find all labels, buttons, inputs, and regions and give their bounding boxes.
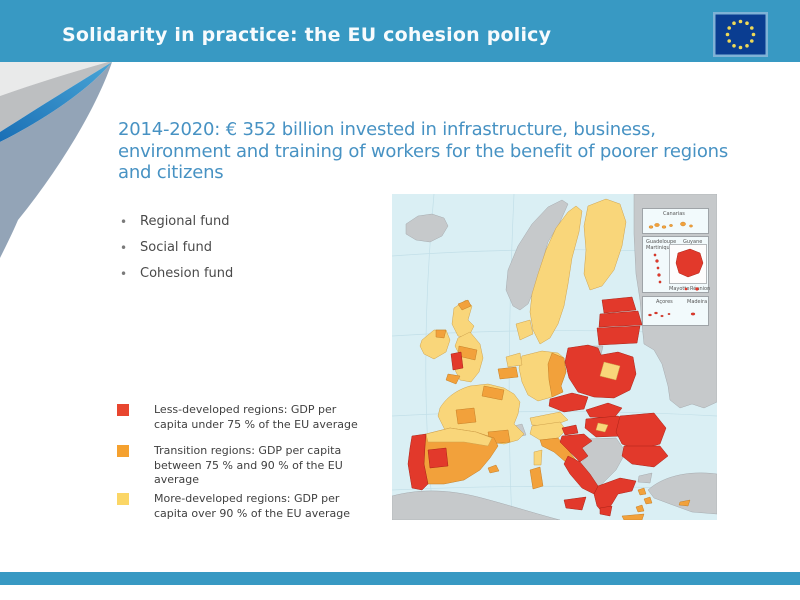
inset-label: Réunion <box>690 286 711 292</box>
bullet-icon: • <box>120 267 128 281</box>
list-item: • Social fund <box>120 240 233 266</box>
bullet-icon: • <box>120 215 128 229</box>
heading-line: and citizens <box>118 162 224 183</box>
indian-ocean-islands <box>684 287 699 291</box>
bullet-list: • Regional fund • Social fund • Cohesion… <box>120 214 233 292</box>
bullet-icon: • <box>120 241 128 255</box>
legend-swatch-red <box>117 404 129 416</box>
atlantic-islands <box>648 311 696 318</box>
inset-label: Mayotte <box>669 286 690 292</box>
inset-dom: Guadeloupe Martinique Guyane Mayotte Réu… <box>642 236 711 293</box>
guyane-shape <box>675 248 704 278</box>
canarias-islands <box>648 221 693 229</box>
legend-swatch-yellow <box>117 493 129 505</box>
footer-bar <box>0 572 800 585</box>
inset-canarias: Canarias <box>642 208 709 234</box>
bullet-label: Regional fund <box>140 214 230 229</box>
heading-line: environment and training of workers for … <box>118 140 729 162</box>
slide-heading: 2014-2020: € 352 billion invested in inf… <box>118 119 778 184</box>
choropleth-map <box>392 194 717 520</box>
swoosh-decoration <box>0 62 112 258</box>
bullet-label: Social fund <box>140 240 212 255</box>
legend-item-more-developed: More-developed regions: GDP per capita o… <box>117 492 367 521</box>
legend-label: More-developed regions: GDP per capita o… <box>154 492 351 520</box>
slide-title: Solidarity in practice: the EU cohesion … <box>62 24 552 46</box>
legend-label: Less-developed regions: GDP per capita u… <box>154 403 358 431</box>
header-bar: Solidarity in practice: the EU cohesion … <box>0 0 800 62</box>
heading-line: 2014-2020: € 352 billion invested in inf… <box>118 119 656 140</box>
inset-label: Madeira <box>687 299 708 305</box>
legend-swatch-orange <box>117 445 129 457</box>
bullet-label: Cohesion fund <box>140 266 234 281</box>
inset-label: Guyane <box>683 239 703 245</box>
legend-item-less-developed: Less-developed regions: GDP per capita u… <box>117 403 367 432</box>
inset-label: Guadeloupe <box>646 239 677 245</box>
inset-atlantic: Açores Madeira <box>642 296 709 326</box>
europe-cohesion-map: Canarias Guadeloupe Martinique Guyane <box>392 194 717 520</box>
inset-label: Açores <box>656 299 673 305</box>
antilles-islands <box>653 253 662 284</box>
inset-label: Canarias <box>663 211 685 217</box>
list-item: • Cohesion fund <box>120 266 233 292</box>
list-item: • Regional fund <box>120 214 233 240</box>
guyane-box <box>669 244 707 284</box>
overseas-insets: Canarias Guadeloupe Martinique Guyane <box>642 208 711 328</box>
inset-label: Martinique <box>646 245 673 251</box>
legend-label: Transition regions: GDP per capita betwe… <box>154 444 343 486</box>
eu-flag-icon <box>713 12 768 57</box>
legend-item-transition: Transition regions: GDP per capita betwe… <box>117 444 367 488</box>
